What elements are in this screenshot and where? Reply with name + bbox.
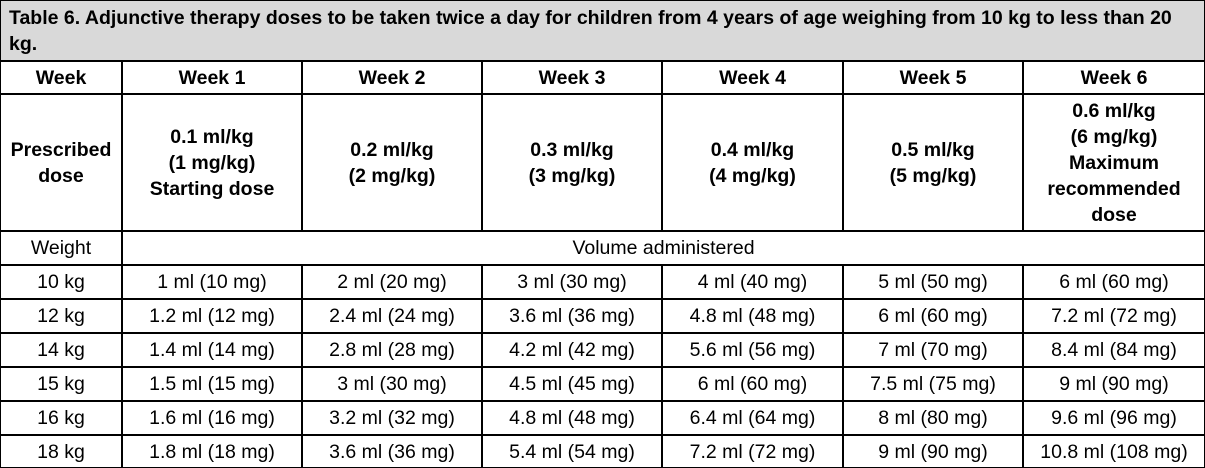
volume-cell: 4.5 ml (45 mg) — [481, 366, 663, 402]
volume-cell: 1.2 ml (12 mg) — [121, 298, 303, 334]
dose-mg: (5 mg/kg) — [889, 164, 977, 187]
volume-cell: 1 ml (10 mg) — [121, 264, 303, 300]
dose-cell: 0.3 ml/kg (3 mg/kg) — [481, 93, 663, 232]
volume-cell: 8.4 ml (84 mg) — [1022, 332, 1204, 368]
volume-cell: 8 ml (80 mg) — [842, 400, 1024, 436]
dose-cell: 0.5 ml/kg (5 mg/kg) — [842, 93, 1024, 232]
dose-ml: 0.4 ml/kg — [710, 138, 795, 161]
dose-mg: (4 mg/kg) — [709, 164, 796, 187]
dose-cell: 0.2 ml/kg (2 mg/kg) — [301, 93, 483, 232]
weight-cell: 14 kg — [1, 332, 123, 368]
dose-ml: 0.3 ml/kg — [530, 138, 614, 161]
week-header-label: Week — [1, 62, 123, 95]
volume-cell: 2.8 ml (28 mg) — [301, 332, 483, 368]
volume-cell: 7.2 ml (72 mg) — [1022, 298, 1204, 334]
prescribed-dose-label: Prescribed dose — [1, 93, 123, 232]
weight-cell: 18 kg — [1, 434, 123, 468]
dose-ml: 0.5 ml/kg — [891, 138, 975, 161]
dose-ml: 0.1 ml/kg — [170, 125, 254, 148]
table-row: 14 kg 1.4 ml (14 mg) 2.8 ml (28 mg) 4.2 ml … — [1, 332, 1204, 368]
volume-cell: 1.8 ml (18 mg) — [121, 434, 303, 468]
volume-cell: 6 ml (60 mg) — [1022, 264, 1204, 300]
volume-cell: 4 ml (40 mg) — [661, 264, 844, 300]
table-row: 16 kg 1.6 ml (16 mg) 3.2 ml (32 mg) 4.8 ml … — [1, 400, 1204, 436]
volume-cell: 10.8 ml (108 mg) — [1022, 434, 1204, 468]
weight-header-label: Weight — [1, 230, 123, 266]
table-caption-title: Adjunctive therapy doses to be taken twi… — [9, 7, 1172, 55]
volume-cell: 4.2 ml (42 mg) — [481, 332, 663, 368]
volume-cell: 5.4 ml (54 mg) — [481, 434, 663, 468]
dose-cell: 0.4 ml/kg (4 mg/kg) — [661, 93, 844, 232]
volume-cell: 9 ml (90 mg) — [1022, 366, 1204, 402]
dose-ml: 0.2 ml/kg — [350, 138, 434, 161]
volume-cell: 3.6 ml (36 mg) — [301, 434, 483, 468]
prescribed-dose-label-text: Prescribed dose — [10, 138, 112, 187]
week-header-cell: Week 4 — [661, 62, 844, 95]
volume-cell: 5 ml (50 mg) — [842, 264, 1024, 300]
weight-cell: 10 kg — [1, 264, 123, 300]
volume-cell: 1.4 ml (14 mg) — [121, 332, 303, 368]
volume-cell: 5.6 ml (56 mg) — [661, 332, 844, 368]
dose-mg: (3 mg/kg) — [528, 164, 616, 187]
weight-cell: 16 kg — [1, 400, 123, 436]
dose-cell: 0.1 ml/kg (1 mg/kg) Starting dose — [121, 93, 303, 232]
table-row: 12 kg 1.2 ml (12 mg) 2.4 ml (24 mg) 3.6 ml … — [1, 298, 1204, 334]
volume-cell: 3 ml (30 mg) — [481, 264, 663, 300]
prescribed-dose-row: Prescribed dose 0.1 ml/kg (1 mg/kg) Star… — [1, 93, 1204, 232]
volume-cell: 2.4 ml (24 mg) — [301, 298, 483, 334]
dose-mg: (1 mg/kg) — [168, 151, 256, 174]
weight-cell: 15 kg — [1, 366, 123, 402]
volume-cell: 9 ml (90 mg) — [842, 434, 1024, 468]
table-row: 15 kg 1.5 ml (15 mg) 3 ml (30 mg) 4.5 ml (4… — [1, 366, 1204, 402]
dose-note: Maximum recommended dose — [1047, 151, 1181, 226]
volume-cell: 3 ml (30 mg) — [301, 366, 483, 402]
week-header-cell: Week 6 — [1022, 62, 1204, 95]
weight-header-row: Weight Volume administered — [1, 230, 1204, 266]
volume-cell: 4.8 ml (48 mg) — [661, 298, 844, 334]
volume-cell: 3.6 ml (36 mg) — [481, 298, 663, 334]
volume-cell: 6.4 ml (64 mg) — [661, 400, 844, 436]
week-header-cell: Week 1 — [121, 62, 303, 95]
table-caption-label: Table 6. — [9, 7, 81, 29]
volume-cell: 6 ml (60 mg) — [842, 298, 1024, 334]
weight-cell: 12 kg — [1, 298, 123, 334]
week-header-row: Week Week 1 Week 2 Week 3 Week 4 Week 5 … — [1, 62, 1204, 95]
dose-cell: 0.6 ml/kg (6 mg/kg) Maximum recommended … — [1022, 93, 1204, 232]
volume-cell: 7.5 ml (75 mg) — [842, 366, 1024, 402]
dose-mg: (2 mg/kg) — [348, 164, 436, 187]
volume-cell: 2 ml (20 mg) — [301, 264, 483, 300]
volume-cell: 7.2 ml (72 mg) — [661, 434, 844, 468]
week-header-cell: Week 2 — [301, 62, 483, 95]
table-caption: Table 6. Adjunctive therapy doses to be … — [1, 1, 1204, 62]
volume-administered-label: Volume administered — [121, 230, 1204, 266]
week-header-cell: Week 3 — [481, 62, 663, 95]
volume-cell: 1.5 ml (15 mg) — [121, 366, 303, 402]
volume-cell: 1.6 ml (16 mg) — [121, 400, 303, 436]
dose-mg: (6 mg/kg) — [1070, 125, 1158, 148]
volume-cell: 9.6 ml (96 mg) — [1022, 400, 1204, 436]
volume-cell: 6 ml (60 mg) — [661, 366, 844, 402]
dose-table: Week Week 1 Week 2 Week 3 Week 4 Week 5 … — [1, 62, 1204, 468]
dose-note: Starting dose — [149, 177, 275, 200]
volume-cell: 4.8 ml (48 mg) — [481, 400, 663, 436]
dose-ml: 0.6 ml/kg — [1072, 99, 1156, 122]
table-row: 18 kg 1.8 ml (18 mg) 3.6 ml (36 mg) 5.4 ml … — [1, 434, 1204, 468]
table-row: 10 kg 1 ml (10 mg) 2 ml (20 mg) 3 ml (30 mg… — [1, 264, 1204, 300]
volume-cell: 3.2 ml (32 mg) — [301, 400, 483, 436]
week-header-cell: Week 5 — [842, 62, 1024, 95]
volume-cell: 7 ml (70 mg) — [842, 332, 1024, 368]
